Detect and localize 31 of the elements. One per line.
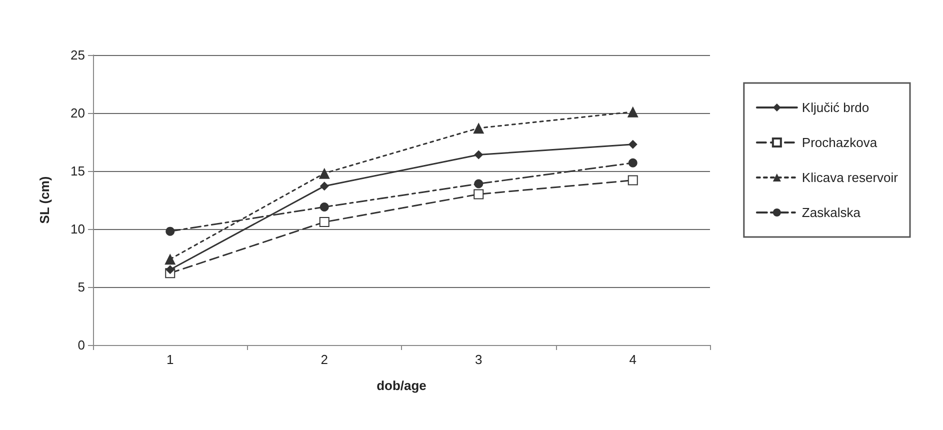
y-tick-label: 25 <box>70 48 85 62</box>
y-tick-label: 0 <box>78 338 85 352</box>
point <box>164 254 176 265</box>
point <box>166 265 175 274</box>
point <box>628 140 638 149</box>
x-tick-label: 3 <box>475 352 482 367</box>
x-tick-label: 2 <box>320 352 328 367</box>
legend-label: Klicava reservoir <box>802 170 899 185</box>
legend-label: Ključić brdo <box>802 100 870 115</box>
legend-label: Zaskalska <box>802 205 862 220</box>
point <box>320 182 329 191</box>
x-tick-label: 1 <box>166 352 174 367</box>
point <box>318 168 330 179</box>
point <box>628 158 638 168</box>
y-tick-label: 15 <box>70 164 85 178</box>
x-axis-title: dob/age <box>376 378 426 393</box>
point <box>628 175 638 186</box>
x-tick-label: 4 <box>629 352 636 367</box>
y-axis-title: SL (cm) <box>37 176 52 224</box>
point <box>319 217 330 228</box>
point <box>474 189 484 200</box>
point <box>320 202 329 212</box>
point <box>474 179 484 188</box>
y-tick-label: 5 <box>78 280 85 294</box>
point <box>166 226 175 236</box>
point <box>474 150 484 160</box>
y-tick-label: 10 <box>70 222 85 236</box>
point <box>627 106 638 118</box>
legend-label: Prochazkova <box>802 135 878 150</box>
point <box>473 122 484 134</box>
y-tick-label: 20 <box>70 106 85 120</box>
